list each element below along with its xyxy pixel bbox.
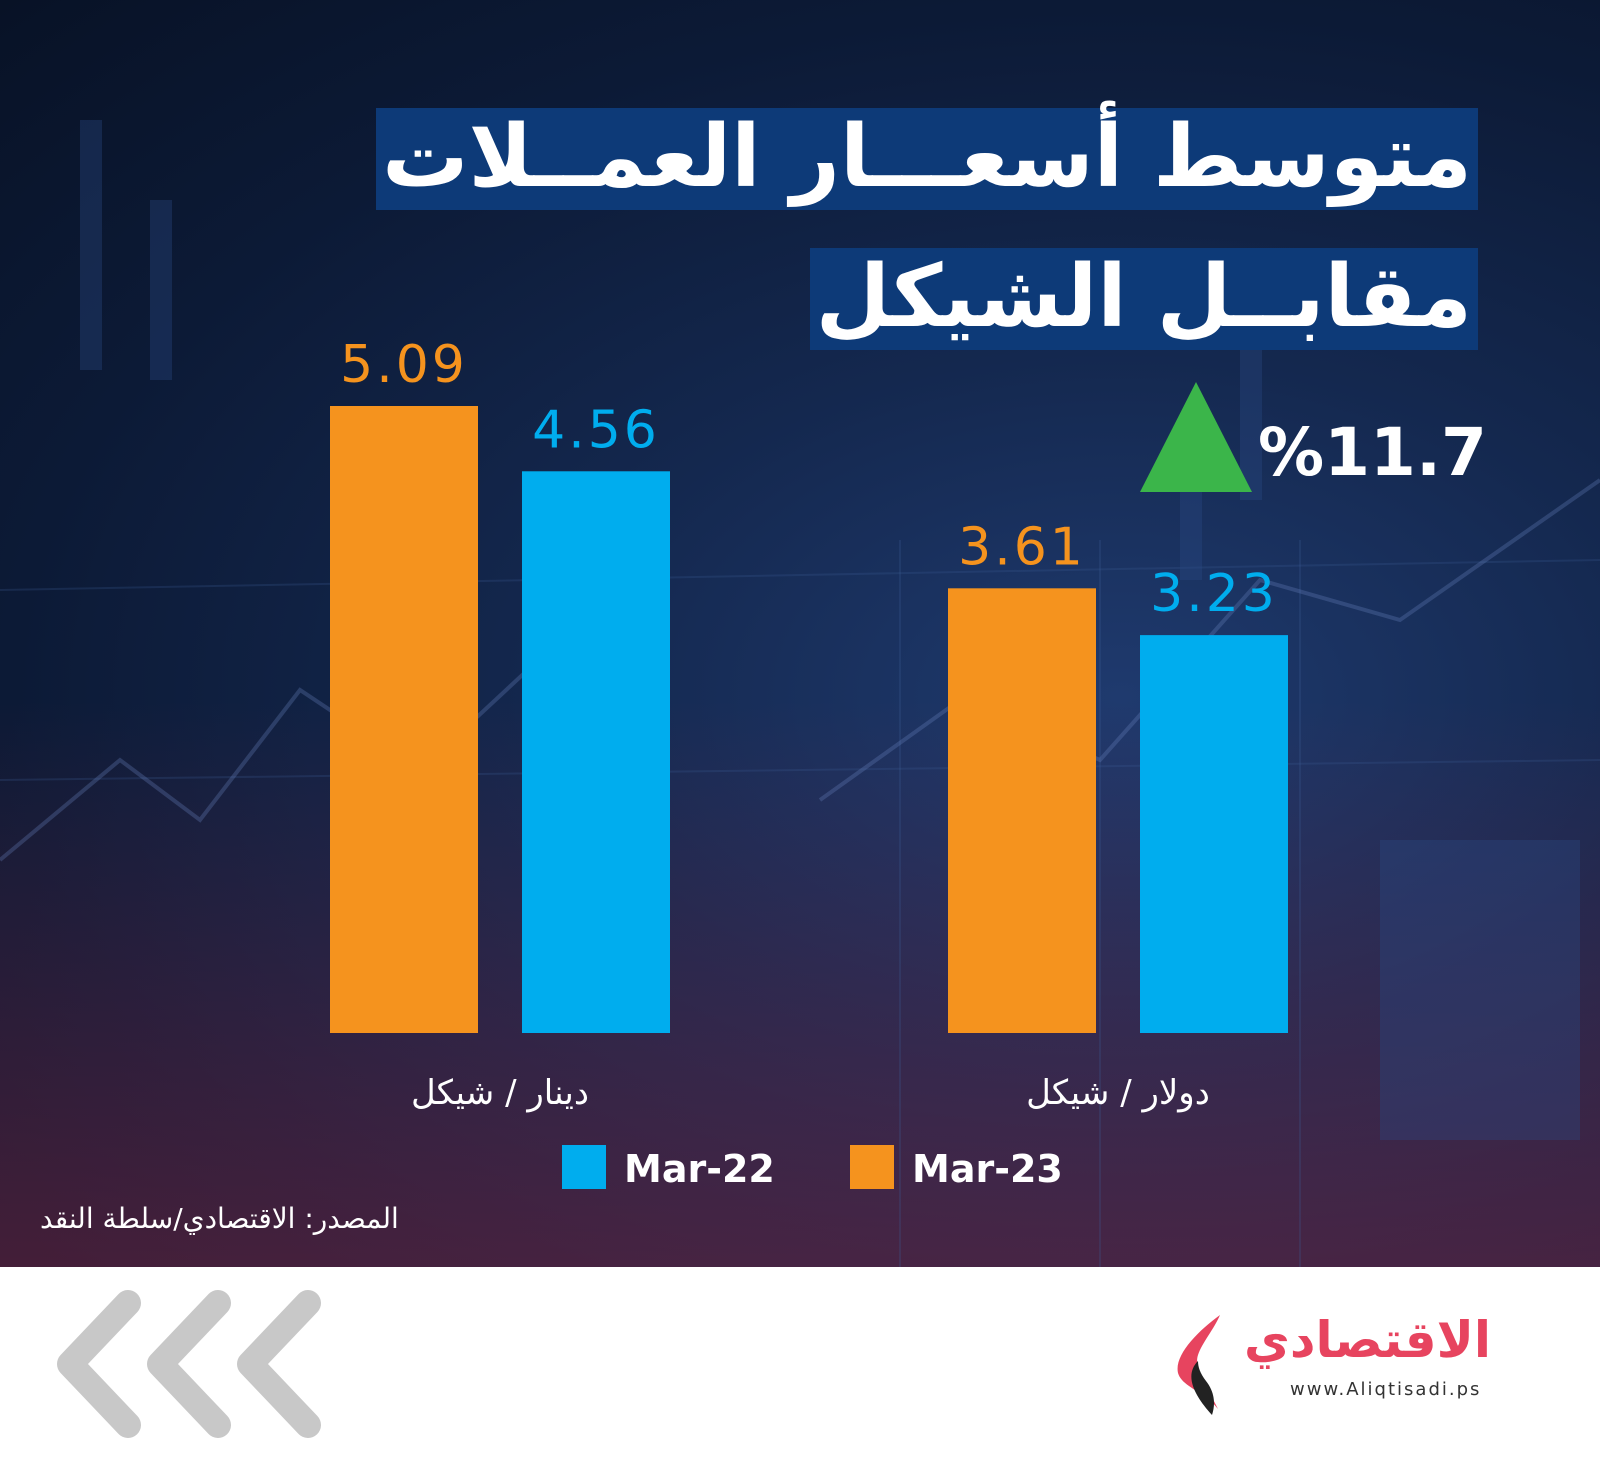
bar-chart: 5.09 4.56 دينار / شيكل 3.61 3.23 دولار / شيكل: [330, 335, 1288, 1113]
footer: الاقتصادي www.Aliqtisadi.ps: [0, 1267, 1600, 1462]
data-label-mar-23-1: 5.09: [340, 335, 468, 395]
logo-text: الاقتصادي: [1244, 1311, 1492, 1369]
logo-url: www.Aliqtisadi.ps: [1290, 1379, 1482, 1400]
chart-title-line-1: متوسط أسعـــار العمــلات: [376, 108, 1478, 210]
change-indicator: %11.7: [1140, 382, 1487, 502]
brand-logo: الاقتصادي www.Aliqtisadi.ps: [1168, 1311, 1568, 1423]
category-label-2: دولار / شيكل: [1026, 1073, 1210, 1113]
legend-swatch-mar-22: [562, 1145, 606, 1189]
legend-swatch-mar-23: [850, 1145, 894, 1189]
chart-title-line-2: مقابــل الشيكل: [809, 248, 1478, 350]
source-note: المصدر: الاقتصادي/سلطة النقد: [40, 1202, 399, 1235]
legend-label-mar-22: Mar-22: [624, 1147, 775, 1191]
category-label-1: دينار / شيكل: [411, 1073, 589, 1113]
up-triangle-icon: [1140, 382, 1252, 492]
bar-mar-23-1: [330, 406, 478, 1033]
background-pattern: [0, 120, 1600, 1267]
bar-mar-22-1: [522, 471, 670, 1033]
data-label-mar-22-2: 3.23: [1150, 564, 1278, 624]
data-label-mar-23-2: 3.61: [958, 517, 1086, 577]
legend-label-mar-23: Mar-23: [912, 1147, 1063, 1191]
chart-panel: متوسط أسعـــار العمــلات مقابــل الشيكل …: [0, 0, 1600, 1267]
change-value: %11.7: [1258, 414, 1487, 491]
chevron-left-icon: [57, 1290, 321, 1438]
data-label-mar-22-1: 4.56: [532, 400, 660, 460]
bar-mar-22-2: [1140, 635, 1288, 1033]
bar-mar-23-2: [948, 588, 1096, 1033]
logo-mark-icon: [1177, 1315, 1220, 1415]
